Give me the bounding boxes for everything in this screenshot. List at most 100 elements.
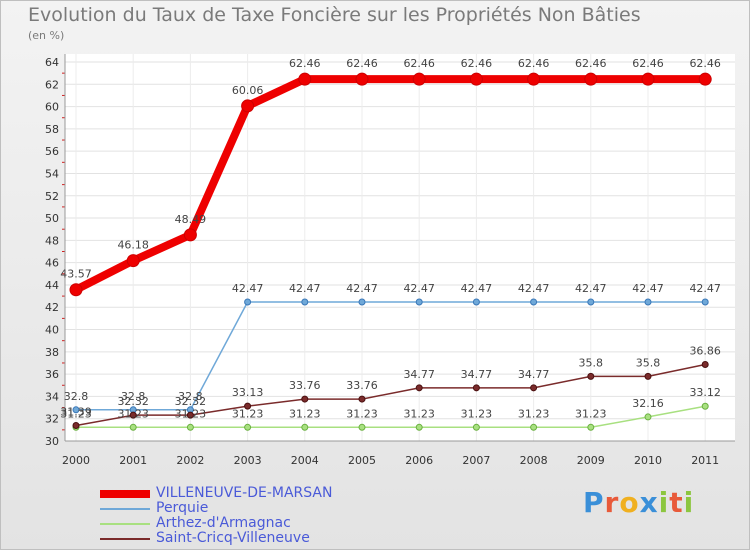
y-tick-label: 38 <box>45 346 59 359</box>
y-tick-label: 40 <box>45 324 59 337</box>
y-tick-label: 54 <box>45 167 59 180</box>
data-label: 33.76 <box>289 379 321 392</box>
y-tick-label: 48 <box>45 234 59 247</box>
logo-letter: i <box>658 486 670 519</box>
data-point <box>72 406 80 414</box>
data-label: 34.77 <box>403 368 435 381</box>
data-point <box>472 384 480 392</box>
data-point <box>415 298 423 306</box>
data-label: 31.39 <box>60 406 92 419</box>
logo-letter: i <box>683 486 695 519</box>
data-point <box>244 298 252 306</box>
data-label: 31.23 <box>518 407 550 420</box>
data-label: 60.06 <box>232 84 264 97</box>
data-point <box>186 423 194 431</box>
data-label: 31.23 <box>403 407 435 420</box>
data-point <box>69 283 83 297</box>
data-label: 42.47 <box>403 282 435 295</box>
proxiti-logo: Proxiti <box>583 486 694 519</box>
y-tick-label: 32 <box>45 413 59 426</box>
data-label: 31.23 <box>232 407 264 420</box>
data-point <box>472 298 480 306</box>
data-label: 42.47 <box>575 282 607 295</box>
data-point <box>358 298 366 306</box>
data-label: 31.23 <box>461 407 493 420</box>
y-tick-label: 34 <box>45 390 59 403</box>
x-tick-label: 2003 <box>234 454 262 467</box>
data-point <box>244 402 252 410</box>
data-label: 32.8 <box>178 390 203 403</box>
data-label: 62.46 <box>518 57 550 70</box>
data-label: 48.49 <box>175 213 207 226</box>
data-point <box>183 228 197 242</box>
logo-letter: x <box>639 486 659 519</box>
data-label: 34.77 <box>518 368 550 381</box>
series-line-2 <box>75 405 706 429</box>
data-label: 42.47 <box>232 282 264 295</box>
data-point <box>701 298 709 306</box>
data-label: 62.46 <box>575 57 607 70</box>
data-label: 31.23 <box>346 407 378 420</box>
data-point <box>298 72 312 86</box>
data-label: 36.86 <box>689 345 721 358</box>
data-point <box>644 298 652 306</box>
y-tick-label: 36 <box>45 368 59 381</box>
data-point <box>126 254 140 268</box>
legend-label: Perquie <box>156 500 209 516</box>
data-label: 42.47 <box>518 282 550 295</box>
data-point <box>244 423 252 431</box>
data-label: 43.57 <box>60 268 92 281</box>
logo-letter: r <box>604 486 620 519</box>
data-label: 31.23 <box>117 407 149 420</box>
y-tick-label: 30 <box>45 435 59 448</box>
data-label: 32.8 <box>64 390 89 403</box>
y-axis-unit: (en %) <box>28 29 65 42</box>
legend-swatch <box>100 537 150 540</box>
x-tick-label: 2002 <box>176 454 204 467</box>
data-label: 62.46 <box>461 57 493 70</box>
data-label: 31.23 <box>575 407 607 420</box>
data-label: 34.77 <box>461 368 493 381</box>
data-label: 62.46 <box>689 57 721 70</box>
x-tick-label: 2007 <box>462 454 490 467</box>
data-label: 46.18 <box>117 239 149 252</box>
data-label: 32.8 <box>121 390 146 403</box>
data-label: 32.32 <box>175 395 207 408</box>
data-label: 62.46 <box>403 57 435 70</box>
data-label: 33.76 <box>346 379 378 392</box>
data-label: 42.47 <box>461 282 493 295</box>
logo-letter: o <box>619 486 640 519</box>
data-point <box>587 298 595 306</box>
y-tick-label: 60 <box>45 101 59 114</box>
data-label: 62.46 <box>346 57 378 70</box>
legend-swatch <box>100 507 150 510</box>
legend-swatch <box>100 522 150 525</box>
data-point <box>412 72 426 86</box>
data-point <box>358 423 366 431</box>
data-point <box>530 298 538 306</box>
data-label: 42.47 <box>632 282 664 295</box>
data-label: 33.13 <box>232 386 264 399</box>
data-point <box>644 413 652 421</box>
x-tick-label: 2008 <box>520 454 548 467</box>
y-tick-label: 44 <box>45 279 59 292</box>
data-label: 62.46 <box>289 57 321 70</box>
x-tick-label: 2005 <box>348 454 376 467</box>
data-label: 35.8 <box>579 356 604 369</box>
series-line-0 <box>72 75 710 294</box>
x-tick-label: 2009 <box>577 454 605 467</box>
legend-label: Arthez-d'Armagnac <box>156 515 291 531</box>
data-point <box>701 361 709 369</box>
data-point <box>72 422 80 430</box>
x-tick-label: 2010 <box>634 454 662 467</box>
series-line-1 <box>75 301 706 411</box>
legend-swatch <box>100 489 150 498</box>
series-line-3 <box>75 363 706 427</box>
x-tick-label: 2011 <box>691 454 719 467</box>
data-point <box>469 72 483 86</box>
data-point <box>301 395 309 403</box>
y-tick-label: 52 <box>45 190 59 203</box>
data-point <box>301 423 309 431</box>
data-point <box>355 72 369 86</box>
data-label: 42.47 <box>289 282 321 295</box>
